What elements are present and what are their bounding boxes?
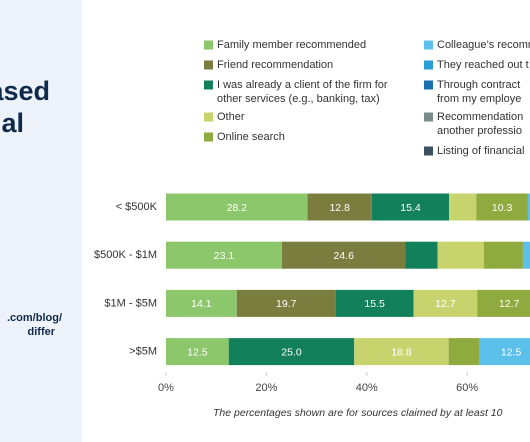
legend-label: Other bbox=[217, 111, 245, 123]
x-tick-label: 20% bbox=[255, 382, 277, 394]
legend-label: other services (e.g., banking, tax) bbox=[217, 93, 380, 105]
side-link: differ bbox=[28, 326, 56, 338]
category-label: < $500K bbox=[116, 201, 158, 213]
side-title: ased bbox=[0, 76, 50, 106]
bar-segment bbox=[448, 338, 480, 366]
value-label: 23.1 bbox=[214, 250, 235, 262]
footnote: The percentages shown are for sources cl… bbox=[213, 407, 503, 419]
bar-segment bbox=[413, 289, 478, 317]
legend-swatch bbox=[424, 146, 433, 156]
value-label: 24.6 bbox=[333, 250, 354, 262]
bar-segment bbox=[354, 338, 449, 366]
legend-label: They reached out t bbox=[437, 59, 529, 71]
legend-swatch bbox=[204, 132, 213, 142]
category-label: $1M - $5M bbox=[104, 297, 157, 309]
x-tick-label: 60% bbox=[456, 382, 478, 394]
bar-segment bbox=[527, 193, 530, 221]
legend-label: Colleague’s recomme bbox=[437, 39, 530, 51]
value-label: 15.5 bbox=[364, 298, 385, 310]
legend-label: I was already a client of the firm for bbox=[217, 79, 388, 91]
legend-label: from my employe bbox=[437, 93, 521, 105]
bar-segment bbox=[228, 338, 355, 366]
bar-segment bbox=[479, 338, 530, 366]
value-label: 10.3 bbox=[492, 202, 513, 214]
bar-segment bbox=[437, 241, 484, 269]
bar-segment bbox=[166, 241, 282, 269]
bar-segment bbox=[477, 289, 530, 317]
value-label: 15.4 bbox=[400, 202, 421, 214]
value-label: 25.0 bbox=[281, 346, 302, 358]
legend-swatch bbox=[204, 60, 213, 70]
category-label: $500K - $1M bbox=[94, 249, 157, 261]
bar-segment bbox=[166, 289, 237, 317]
side-panel bbox=[0, 0, 82, 442]
x-tick-label: 0% bbox=[158, 382, 174, 394]
bar-segment bbox=[371, 193, 450, 221]
bar-segment bbox=[166, 338, 229, 366]
side-link: .com/blog/ bbox=[7, 312, 62, 324]
value-label: 28.2 bbox=[227, 202, 248, 214]
bar-segment bbox=[236, 289, 336, 317]
category-label: >$5M bbox=[129, 346, 157, 358]
bar-segment bbox=[449, 193, 477, 221]
value-label: 12.5 bbox=[501, 346, 522, 358]
bar-segment bbox=[405, 241, 438, 269]
bar-segment bbox=[281, 241, 406, 269]
legend-label: Recommendation bbox=[437, 111, 523, 123]
legend-label: Friend recommendation bbox=[217, 59, 333, 71]
legend-label: Online search bbox=[217, 131, 285, 143]
value-label: 12.7 bbox=[499, 298, 520, 310]
value-label: 18.8 bbox=[391, 346, 412, 358]
bar-segment bbox=[476, 193, 528, 221]
legend-swatch bbox=[424, 60, 433, 70]
bar-segment bbox=[166, 193, 308, 221]
value-label: 12.7 bbox=[435, 298, 456, 310]
x-tick-label: 40% bbox=[356, 382, 378, 394]
legend-label: Family member recommended bbox=[217, 39, 366, 51]
side-title: al bbox=[1, 108, 24, 138]
legend-swatch bbox=[204, 40, 213, 50]
bar-segment bbox=[307, 193, 372, 221]
value-label: 12.8 bbox=[329, 202, 350, 214]
value-label: 12.5 bbox=[187, 346, 208, 358]
bar-segment bbox=[335, 289, 414, 317]
legend-label: Listing of financial bbox=[437, 145, 524, 157]
value-label: 14.1 bbox=[191, 298, 212, 310]
legend-swatch bbox=[204, 112, 213, 122]
bar-segment bbox=[522, 241, 530, 269]
legend-label: another professio bbox=[437, 125, 522, 137]
legend-label: Through contract bbox=[437, 79, 520, 91]
legend-swatch bbox=[424, 80, 433, 90]
legend-swatch bbox=[424, 40, 433, 50]
legend-swatch bbox=[424, 112, 433, 122]
legend-swatch bbox=[204, 80, 213, 90]
bar-segment bbox=[483, 241, 523, 269]
value-label: 19.7 bbox=[276, 298, 297, 310]
